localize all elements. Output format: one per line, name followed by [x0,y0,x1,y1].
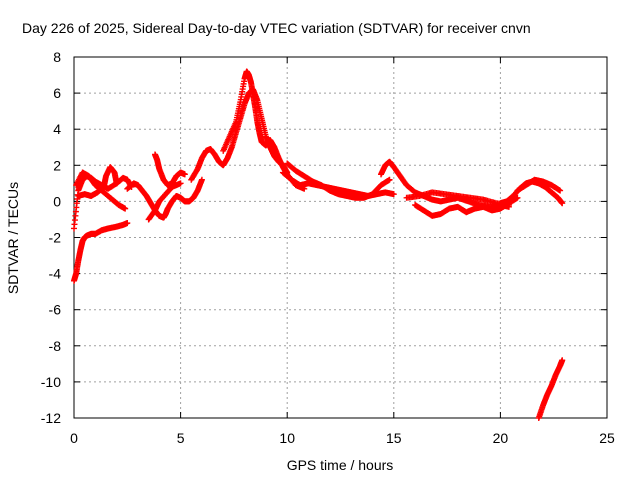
data-point [514,194,521,201]
y-tick-label: 4 [53,121,61,137]
x-axis-label: GPS time / hours [287,457,394,473]
series-sat-i [220,68,308,192]
y-tick-label: 2 [53,157,61,173]
data-point [122,205,129,212]
y-tick-label: -8 [49,338,62,354]
y-tick-label: -12 [41,410,61,426]
y-tick-label: -4 [49,266,62,282]
axis-ticks [73,56,608,419]
series-sat-e [124,176,205,221]
data-point [177,180,184,187]
data-point [559,357,566,364]
series-sat-p [514,176,564,194]
data-point [390,191,397,198]
data-marks [71,68,566,421]
series-sat-a [71,220,131,284]
series-sat-d [75,164,120,199]
chart-title: Day 226 of 2025, Sidereal Day-to-day VTE… [22,20,531,36]
data-point [181,171,188,178]
y-axis-label: SDTVAR / TECUs [5,182,21,294]
data-point [557,187,564,194]
series-sat-h [188,86,291,183]
y-tick-label: 0 [53,193,61,209]
series-sat-q [535,357,566,421]
data-point [559,200,566,207]
data-point [386,176,393,183]
x-tick-label: 15 [386,430,402,446]
y-tick-label: 8 [53,49,61,65]
x-tick-label: 20 [493,430,509,446]
data-point [124,220,131,227]
y-tick-label: -6 [49,302,62,318]
series-sat-g [145,180,184,223]
y-tick-label: 6 [53,85,61,101]
x-tick-label: 0 [70,430,78,446]
y-tick-label: -10 [41,374,61,390]
grid [74,57,607,418]
x-tick-label: 25 [599,430,615,446]
data-point [198,176,205,183]
y-tick-label: -2 [49,230,62,246]
x-tick-label: 10 [279,430,295,446]
series-sat-n [403,189,512,209]
series-sat-k [284,160,393,201]
x-tick-label: 5 [177,430,185,446]
data-point [505,202,512,209]
data-point [113,180,120,187]
tick-labels: 0 5 10 15 20 25 -12 -10 -8 -6 -4 -2 0 2 4 6 8 [41,49,615,446]
